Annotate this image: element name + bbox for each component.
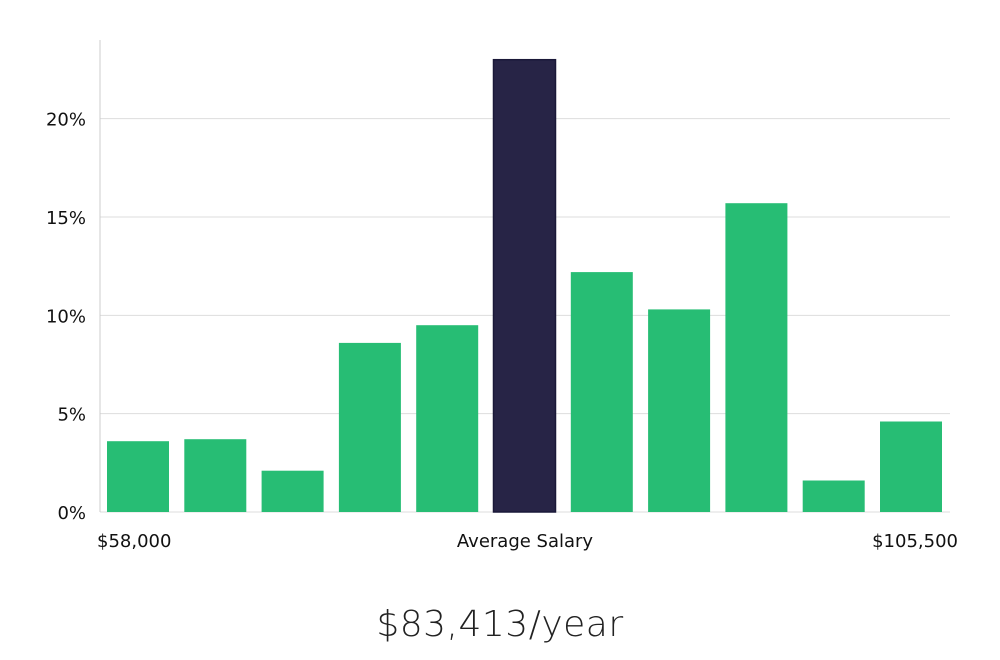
bar xyxy=(184,439,247,512)
bar xyxy=(725,203,788,512)
y-tick-labels: 0% 5% 10% 15% 20% xyxy=(46,110,86,524)
bar xyxy=(416,325,479,512)
y-tick-label: 15% xyxy=(46,208,86,229)
average-salary-value: $83,413/year xyxy=(376,604,624,645)
y-tick-label: 0% xyxy=(57,503,86,524)
bar xyxy=(338,342,401,512)
y-tick-label: 5% xyxy=(57,405,86,426)
x-max-label: $105,500 xyxy=(872,531,958,552)
y-tick-label: 10% xyxy=(46,306,86,327)
bar xyxy=(802,480,865,512)
x-axis-title: Average Salary xyxy=(457,531,594,552)
bar xyxy=(570,272,633,512)
salary-histogram: 0% 5% 10% 15% 20% $58,000 Average Salary $10… xyxy=(46,40,958,552)
bar xyxy=(261,470,324,512)
y-tick-label: 20% xyxy=(46,110,86,131)
bars xyxy=(107,58,942,513)
bar xyxy=(880,421,942,512)
x-min-label: $58,000 xyxy=(97,531,171,552)
x-labels: $58,000 Average Salary $105,500 xyxy=(97,531,958,552)
bar xyxy=(648,309,711,512)
highlighted-bar xyxy=(492,58,557,513)
bar xyxy=(107,441,169,512)
